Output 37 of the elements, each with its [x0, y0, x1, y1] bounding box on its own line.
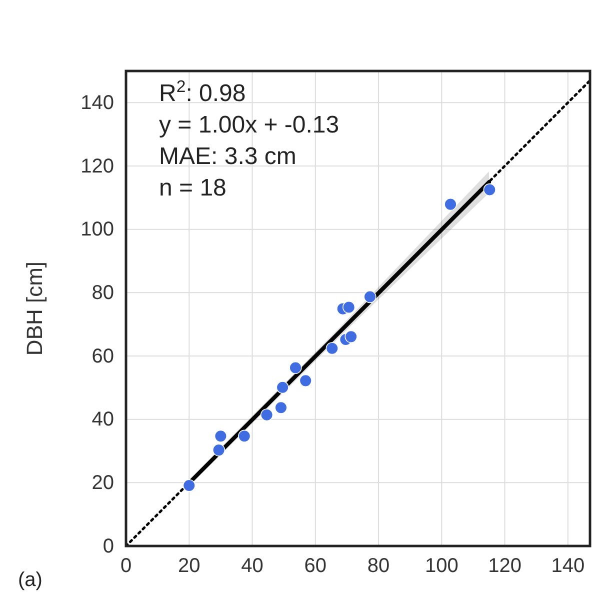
- point: [326, 342, 338, 355]
- y-tick-label: 140: [80, 92, 114, 114]
- y-tick-label: 0: [102, 535, 114, 558]
- point: [212, 444, 226, 456]
- point: [238, 430, 251, 442]
- x-tick-label: 60: [304, 555, 327, 578]
- x-tick-label: 140: [551, 555, 585, 578]
- text: (a): [18, 569, 42, 591]
- y-tick-label: 100: [80, 218, 114, 241]
- point: [214, 430, 228, 442]
- point: [483, 183, 496, 196]
- y-tick-label: 20: [92, 472, 114, 494]
- point: [364, 290, 376, 304]
- annotation: R$^{2}$: 0.98: [159, 76, 246, 107]
- x-tick-label: 80: [367, 555, 390, 578]
- x-tick-label: 40: [241, 555, 264, 578]
- y-tick-label: 80: [92, 282, 114, 304]
- y-tick-label: 60: [92, 345, 114, 368]
- point: [289, 361, 302, 374]
- point: [344, 330, 358, 343]
- point: [276, 381, 289, 394]
- x-tick-label: 100: [424, 555, 458, 578]
- point: [342, 300, 356, 314]
- x-tick-label: 20: [178, 555, 200, 578]
- point: [299, 374, 312, 388]
- y-tick-label: 120: [80, 155, 114, 178]
- point: [182, 479, 196, 492]
- annotation: y = 1.00x + -0.13: [159, 112, 340, 138]
- annotation: MAE: 3.3 cm: [159, 143, 296, 170]
- y-tick-label: 40: [92, 408, 114, 431]
- y-axis-title: DBH [cm]: [22, 261, 47, 356]
- x-tick-label: 0: [120, 555, 132, 578]
- point: [444, 198, 457, 211]
- point: [260, 408, 274, 422]
- point: [274, 401, 288, 414]
- x-tick-label: 120: [488, 555, 522, 578]
- annotation: n = 18: [159, 174, 226, 202]
